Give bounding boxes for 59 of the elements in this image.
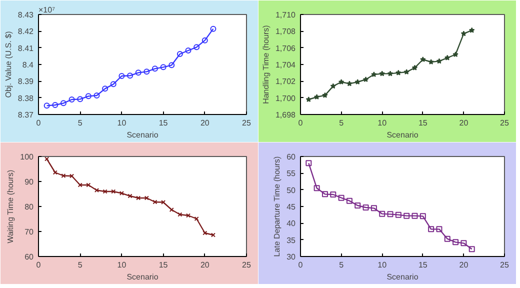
x-tick-label: 20 <box>459 260 469 270</box>
y-tick-label: 8.42 <box>18 27 34 36</box>
x-axis-title: Scenario <box>386 130 419 140</box>
x-tick-label: 20 <box>200 118 210 128</box>
y-tick-label: 45 <box>286 202 296 212</box>
y-tick-label: 50 <box>286 186 296 195</box>
x-tick-label: 20 <box>459 118 469 128</box>
x-axis-title: Scenario <box>126 130 159 140</box>
y-tick-label: 30 <box>286 252 296 262</box>
y-tick-label: 60 <box>286 152 296 162</box>
y-tick-label: 35 <box>286 236 296 245</box>
x-tick-label: 15 <box>418 260 428 270</box>
x-tick-label: 0 <box>298 260 304 270</box>
x-tick-label: 0 <box>36 260 42 270</box>
y-axis-title: Obj. Value (U.S. $) <box>4 30 13 98</box>
x-tick-label: 5 <box>339 118 344 128</box>
y-tick-label: 8.43 <box>18 10 34 20</box>
y-tick-label: 8.4 <box>22 60 34 70</box>
y-tick-label: 8.37 <box>18 110 34 120</box>
x-tick-label: 25 <box>242 118 252 128</box>
x-tick-label: 15 <box>418 118 428 128</box>
y-tick-label: 1,704 <box>275 60 296 70</box>
x-tick-label: 25 <box>500 260 510 270</box>
x-tick-label: 5 <box>78 118 83 128</box>
y-tick-label: 1,706 <box>275 44 296 53</box>
x-tick-label: 0 <box>36 118 42 128</box>
y-axis-title: Waiting Time (hours) <box>6 169 16 244</box>
text: ×10⁷ <box>38 6 56 14</box>
x-tick-label: 5 <box>78 260 83 270</box>
x-tick-label: 10 <box>117 260 127 270</box>
y-tick-label: 80 <box>24 202 34 212</box>
x-tick-label: 10 <box>378 260 388 270</box>
y-tick-label: 100 <box>20 152 34 162</box>
y-tick-label: 1,698 <box>275 110 296 120</box>
y-tick-label: 60 <box>24 252 34 262</box>
y-tick-label: 1,700 <box>275 94 296 103</box>
x-axis-title: Scenario <box>126 272 159 282</box>
y-tick-label: 8.38 <box>18 94 34 103</box>
y-axis-title: Late Departure Time (hours) <box>272 156 282 257</box>
x-tick-label: 5 <box>339 260 344 270</box>
y-tick-label: 8.41 <box>18 44 34 53</box>
y-axis-title: Handling Time (hours) <box>261 24 270 104</box>
y-tick-label: 90 <box>24 178 34 186</box>
x-tick-label: 0 <box>298 118 304 128</box>
x-tick-label: 15 <box>158 118 168 128</box>
y-tick-label: 1,708 <box>275 27 296 36</box>
x-axis-title: Scenario <box>386 272 419 282</box>
x-tick-label: 10 <box>378 118 388 128</box>
x-tick-label: 20 <box>200 260 210 270</box>
x-tick-label: 10 <box>117 118 127 128</box>
x-tick-label: 25 <box>242 260 252 270</box>
y-tick-label: 8.39 <box>18 77 34 86</box>
y-tick-label: 1,702 <box>275 77 296 86</box>
y-tick-label: 70 <box>24 228 34 236</box>
x-tick-label: 15 <box>158 260 168 270</box>
y-tick-label: 1,710 <box>275 10 296 20</box>
y-tick-label: 55 <box>286 169 296 178</box>
y-tick-label: 40 <box>286 219 296 228</box>
x-tick-label: 25 <box>500 118 510 128</box>
